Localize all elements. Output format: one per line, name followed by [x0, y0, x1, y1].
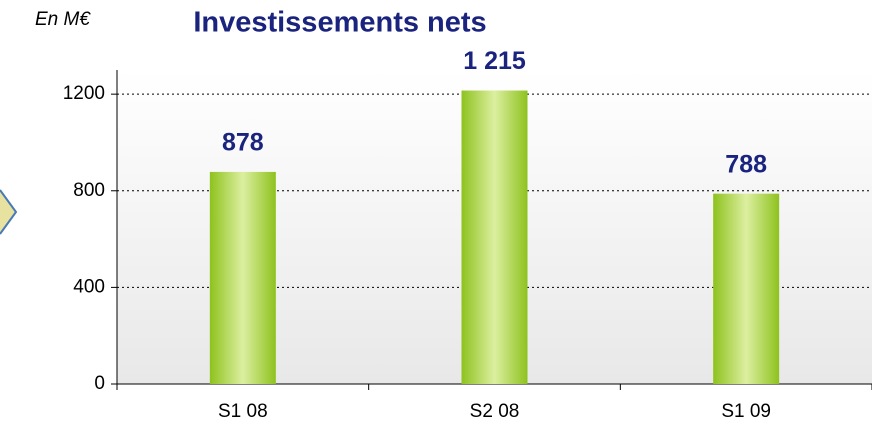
x-tick-label: S1 08 [218, 401, 268, 422]
y-tick-label: 400 [73, 276, 105, 297]
value-label: 788 [725, 150, 767, 178]
value-label: 878 [222, 129, 264, 157]
bar [461, 90, 528, 385]
bar [713, 193, 780, 384]
x-tick-label: S1 09 [721, 401, 771, 422]
bar [209, 171, 276, 384]
chart-title: Investissements nets [193, 7, 486, 39]
y-tick-label: 1200 [63, 83, 105, 104]
y-tick-label: 800 [73, 180, 105, 201]
value-label: 1 215 [463, 47, 526, 75]
decorative-arrow [0, 189, 18, 235]
x-tick-label: S2 08 [470, 401, 520, 422]
unit-label: En M€ [35, 9, 91, 30]
y-tick-label: 0 [94, 373, 105, 394]
